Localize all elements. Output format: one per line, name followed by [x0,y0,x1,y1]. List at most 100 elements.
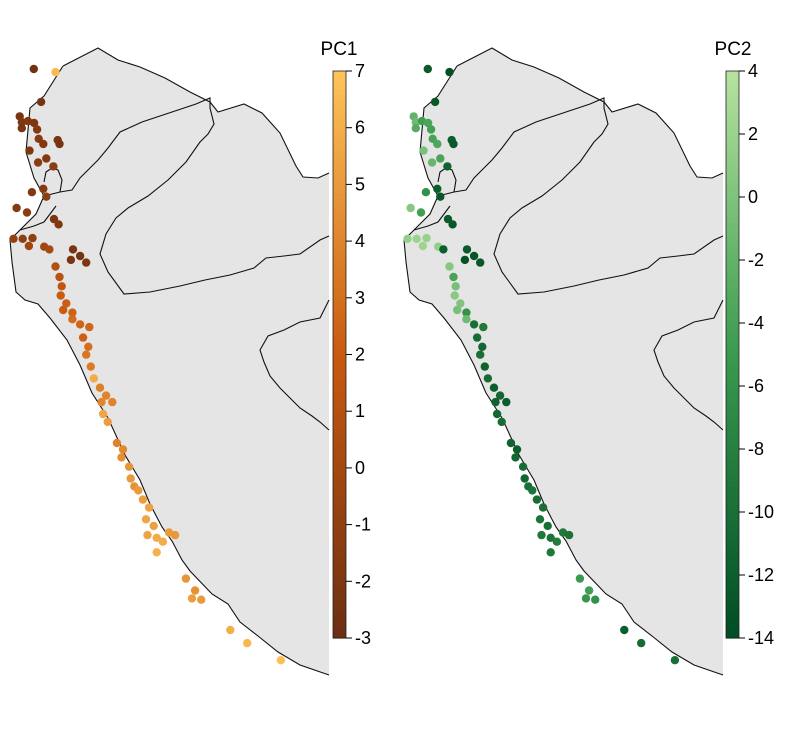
pc2-colorbar-step [726,562,739,568]
pc1-country-borders [9,47,330,676]
pc1-sample-point [276,656,286,665]
pc2-colorbar-step [726,571,739,578]
pc2-colorbar-step [726,340,739,346]
pc1-sample-point [75,251,85,261]
pc1-colorbar-step [333,500,346,507]
pc2-sample-point [564,530,574,540]
pc1-sample-point [95,383,105,392]
pc1-sample-point [82,258,91,267]
pc2-colorbar-step [726,203,739,209]
pc1-sample-point [97,397,106,407]
pc2-colorbar-step [726,382,739,389]
pc1-sample-point [68,245,78,254]
pc1-colorbar-tick-label: -2 [355,571,371,591]
pc1-sample-point [226,625,235,635]
pc2-colorbar-step [726,401,739,408]
pc2-sample-point [411,124,420,133]
pc1-colorbar-step [333,382,346,389]
pc1-sample-point [75,320,85,329]
pc1-colorbar-step [333,411,346,417]
pc2-colorbar-step [726,491,739,497]
pc2-sample-point [450,291,459,300]
pc1-colorbar-step [333,345,346,351]
pc2-sample-point [476,350,485,359]
pc2-colorbar-step [726,217,739,223]
pc1-colorbar-step [333,590,346,597]
pc1-colorbar-step [333,75,346,82]
pc1-sample-point [55,139,64,149]
pc1-colorbar-step [333,231,346,237]
pc2-colorbar-step [726,75,739,82]
pc2-sample-point [449,139,458,149]
pc1-sample-point [39,184,48,193]
pc2-colorbar-step [726,453,739,460]
pc2-sample-point [546,533,555,542]
pc1-colorbar-step [333,354,346,360]
pc2-sample-point [532,495,542,504]
pc1-colorbar-step [333,297,346,304]
pc1-colorbar-tick-label: -3 [355,628,371,648]
pc2-colorbar-step [726,378,739,384]
pc2-colorbar-step [726,278,739,285]
pc1-sample-point [36,97,46,107]
pc1-colorbar-step [333,321,346,327]
pc1-colorbar-step [333,85,346,91]
pc1-colorbar-step [333,274,346,280]
pc2-colorbar-step [726,288,739,294]
pc2-colorbar-step [726,137,739,143]
pc1-colorbar-step [333,141,346,148]
pc1-colorbar-step [333,212,346,219]
pc1-colorbar-step [333,623,346,630]
pc2-colorbar-step [726,335,739,341]
pc1-colorbar-step [333,250,346,256]
pc2-sample-point [416,208,426,217]
pc2-sample-point [520,474,529,483]
pc1-sample-point [54,220,63,229]
pc1-colorbar-step [333,151,346,157]
pc2-colorbar-step [726,368,739,374]
pc2-colorbar-step [726,373,739,379]
pc2-colorbar-step [726,548,739,554]
pc1-colorbar-step [333,363,346,370]
pc1-colorbar-step [333,628,346,634]
pc2-colorbar-tick-label: -4 [748,313,764,333]
pc2-colorbar-step [726,349,739,356]
pc1-colorbar-step [333,387,346,393]
pc2-colorbar-tick-label: -12 [748,565,774,585]
pc2-sample-point [445,262,454,271]
pc2-colorbar-step [726,567,739,573]
pc2-colorbar-tick-label: 2 [748,124,758,144]
pc1-sample-point [89,374,99,383]
pc1-colorbar-step [333,491,346,497]
pc2-colorbar-step [726,151,739,157]
pc2-sample-point [528,486,537,495]
pc2-colorbar-step [726,89,739,96]
pc1-sample-point [29,118,39,128]
pc2-sample-point [537,530,546,540]
pc1-sample-point [12,203,21,213]
pc1-colorbar-step [333,538,346,545]
pc1-colorbar-step [333,89,346,96]
pc1-sample-point [143,530,152,540]
pc1-colorbar: 7 6 5 4 3 2 1 0 -1 -2 -3 [332,61,371,648]
pc1-colorbar-step [333,340,346,346]
pc2-sample-point [423,64,432,74]
pc1-sample-point [56,291,65,300]
pc1-sample-point [28,233,37,243]
pc2-sample-point [483,374,493,383]
pc2-sample-point [538,503,548,512]
pc2-colorbar-step [726,170,739,176]
pc2-colorbar-step [726,193,739,200]
pc2-sample-point [512,445,522,454]
pc2-colorbar-step [726,628,739,634]
pc1-colorbar-step [333,392,346,398]
pc1-sample-point [45,245,54,254]
pc2-colorbar-step [726,538,739,545]
pc2-colorbar-step [726,245,739,252]
pc1-colorbar-step [333,472,346,478]
pc2-colorbar-step [726,510,739,516]
pc1-colorbar-step [333,122,346,129]
pc1-sample-point [33,158,43,167]
pc1-colorbar-step [333,595,346,601]
pc1-sample-point [9,234,18,243]
